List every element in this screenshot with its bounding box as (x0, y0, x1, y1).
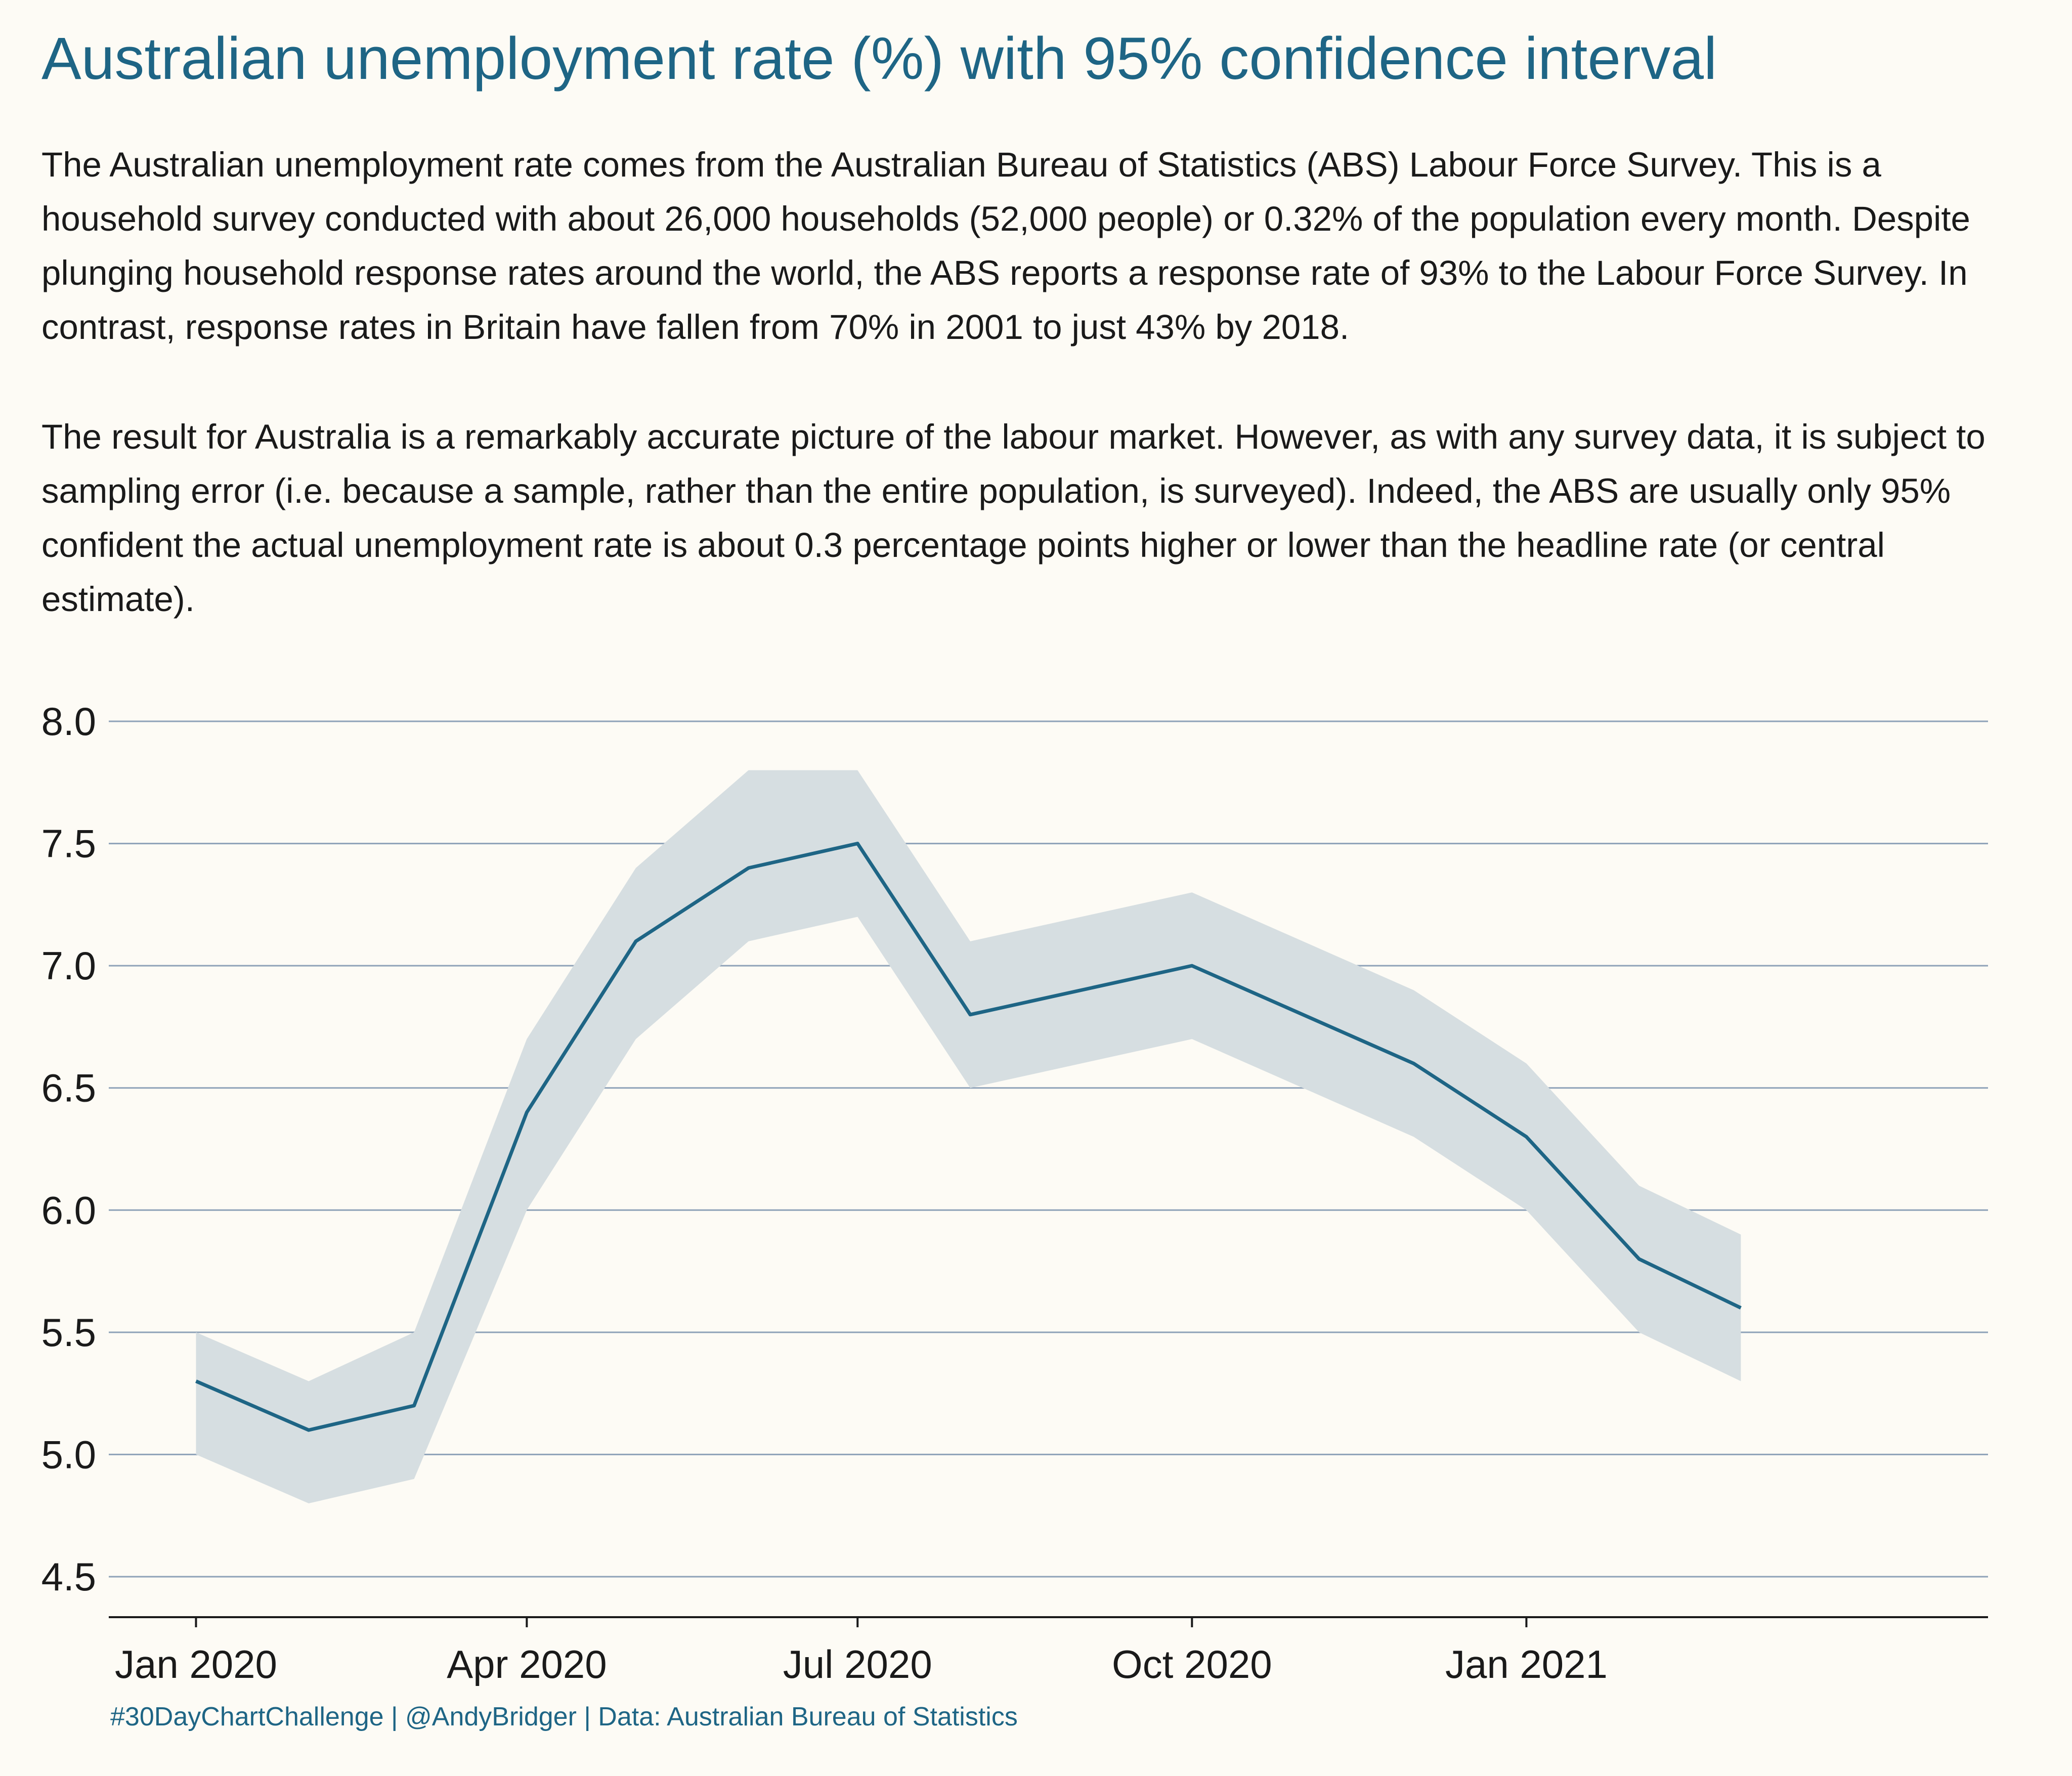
y-tick-label: 5.5 (41, 1310, 96, 1355)
x-axis-labels: Jan 2020 Apr 2020 Jul 2020 Oct 2020 Jan 2021 (115, 1642, 1608, 1686)
source-caption: #30DayChartChallenge | @AndyBridger | Da… (110, 1702, 1018, 1731)
y-tick-label: 7.0 (41, 943, 96, 988)
x-tick-label: Apr 2020 (447, 1642, 607, 1686)
y-tick-label: 8.0 (41, 699, 96, 744)
y-tick-label: 7.5 (41, 821, 96, 866)
y-tick-label: 4.5 (41, 1554, 96, 1599)
intro-paragraph-1: The Australian unemployment rate comes f… (41, 145, 1970, 346)
confidence-interval-band (196, 770, 1741, 1504)
x-tick-label: Jul 2020 (783, 1642, 932, 1686)
rate-line-layer (195, 842, 1742, 1432)
x-axis (109, 1616, 1988, 1627)
confidence-band-layer (196, 770, 1741, 1504)
intro-paragraph-2: The result for Australia is a remarkably… (41, 417, 1985, 619)
x-tick-label: Jan 2021 (1445, 1642, 1608, 1686)
y-tick-label: 6.0 (41, 1188, 96, 1232)
y-tick-label: 5.0 (41, 1432, 96, 1477)
y-tick-label: 6.5 (41, 1066, 96, 1110)
y-axis-labels: 4.5 5.0 5.5 6.0 6.5 7.0 7.5 8.0 (41, 699, 96, 1599)
x-tick-label: Oct 2020 (1112, 1642, 1272, 1686)
chart-title: Australian unemployment rate (%) with 95… (41, 25, 1717, 92)
x-tick-label: Jan 2020 (115, 1642, 277, 1686)
unemployment-rate-line (195, 842, 1742, 1432)
